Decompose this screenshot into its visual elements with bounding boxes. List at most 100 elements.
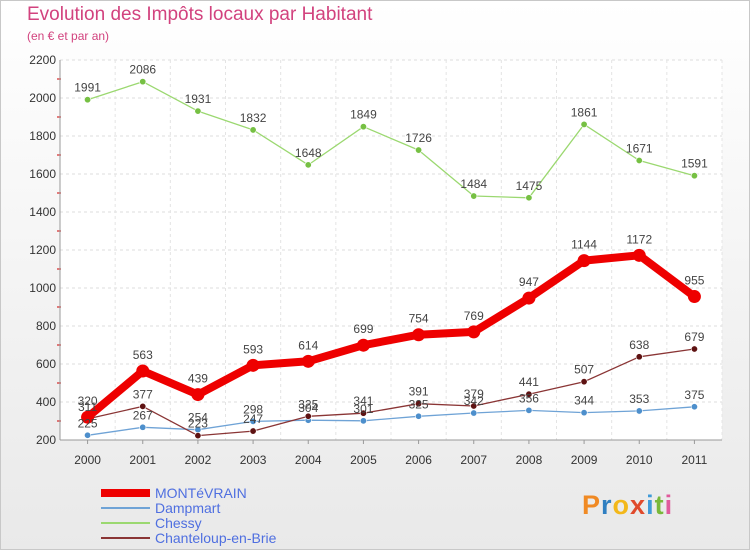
point-chessy-2009: [580, 120, 588, 128]
data-label-dampmart-2002: 254: [188, 411, 208, 425]
series-line-chanteloup-en-brie: [86, 348, 696, 437]
point-chessy-2006: [415, 146, 423, 154]
data-label-chessy-2005: 1849: [350, 108, 377, 122]
point-chessy-2011: [690, 172, 698, 180]
x-tick-label-2006: 2006: [405, 453, 432, 467]
point-chanteloup-en-brie-2003: [249, 427, 257, 435]
logo-letter: x: [630, 490, 647, 520]
data-label-chanteloup-en-brie-2003: 247: [243, 412, 263, 426]
data-label-chessy-2003: 1832: [240, 111, 267, 125]
legend-label-dampmart: Dampmart: [155, 500, 220, 516]
data-label-chanteloup-en-brie-2000: 311: [78, 400, 97, 414]
data-label-chanteloup-en-brie-2010: 638: [629, 338, 649, 352]
point-chanteloup-en-brie-2008: [525, 390, 533, 398]
data-label-chanteloup-en-brie-2011: 679: [684, 330, 704, 344]
y-tick-label-800: 800: [36, 319, 56, 333]
point-chanteloup-en-brie-2009: [580, 378, 588, 386]
point-chanteloup-en-brie-2001: [139, 402, 147, 410]
point-chanteloup-en-brie-2006: [415, 400, 423, 408]
point-mont-vrain-2002: [191, 388, 205, 402]
data-label-chessy-2007: 1484: [460, 177, 487, 191]
legend-label-mont-vrain: MONTéVRAIN: [155, 485, 247, 501]
data-label-dampmart-2003: 298: [243, 402, 263, 416]
data-label-chanteloup-en-brie-2001: 377: [133, 387, 153, 401]
point-chanteloup-en-brie-2002: [194, 432, 202, 440]
point-chanteloup-en-brie-2010: [635, 353, 643, 361]
logo-letter: r: [601, 490, 613, 520]
data-label-mont-vrain-2005: 699: [353, 322, 373, 336]
y-tick-label-2000: 2000: [29, 91, 56, 105]
point-mont-vrain-2000: [81, 410, 95, 424]
x-tick-label-2001: 2001: [129, 453, 156, 467]
chart-subtitle: (en € et par an): [27, 29, 110, 43]
x-tick-label-2007: 2007: [460, 453, 487, 467]
data-label-chessy-2004: 1648: [295, 146, 322, 160]
chart-title: Evolution des Impôts locaux par Habitant: [27, 4, 373, 25]
series-line-mont-vrain: [83, 251, 699, 422]
data-label-dampmart-2010: 353: [629, 392, 649, 406]
logo-letter: i: [664, 490, 674, 520]
point-mont-vrain-2003: [246, 358, 260, 372]
data-label-dampmart-2008: 356: [519, 391, 539, 405]
data-label-dampmart-2000: 225: [78, 416, 98, 430]
data-label-chanteloup-en-brie-2002: 223: [188, 417, 208, 431]
data-label-mont-vrain-2001: 563: [133, 348, 153, 362]
data-label-chanteloup-en-brie-2006: 391: [409, 385, 429, 399]
point-dampmart-2003: [249, 417, 257, 425]
x-tick-label-2008: 2008: [516, 453, 543, 467]
data-label-chessy-2002: 1931: [185, 92, 212, 106]
data-label-mont-vrain-2007: 769: [464, 309, 484, 323]
point-dampmart-2005: [359, 417, 367, 425]
point-chessy-2002: [194, 107, 202, 115]
point-mont-vrain-2005: [356, 338, 370, 352]
y-tick-label-1400: 1400: [29, 205, 56, 219]
data-label-mont-vrain-2009: 1144: [571, 238, 597, 252]
point-mont-vrain-2009: [577, 254, 591, 268]
data-label-mont-vrain-2011: 955: [684, 274, 704, 288]
point-mont-vrain-2006: [412, 328, 426, 342]
y-tick-label-1800: 1800: [29, 129, 56, 143]
legend-label-chanteloup-en-brie: Chanteloup-en-Brie: [155, 530, 277, 546]
data-label-mont-vrain-2000: 320: [78, 394, 98, 408]
point-dampmart-2001: [139, 423, 147, 431]
point-mont-vrain-2004: [301, 354, 315, 368]
data-label-chanteloup-en-brie-2007: 379: [464, 387, 484, 401]
y-tick-label-600: 600: [36, 357, 56, 371]
proxiti-logo: Proxiti: [582, 490, 673, 521]
point-chessy-2004: [304, 161, 312, 169]
data-label-chanteloup-en-brie-2004: 325: [298, 397, 318, 411]
data-label-dampmart-2005: 301: [353, 402, 373, 416]
y-tick-label-400: 400: [36, 395, 56, 409]
logo-letter: P: [582, 490, 602, 520]
data-label-mont-vrain-2006: 754: [409, 312, 429, 326]
data-label-chessy-2008: 1475: [516, 179, 543, 193]
y-tick-label-200: 200: [36, 433, 56, 447]
point-mont-vrain-2010: [632, 248, 646, 262]
x-tick-label-2004: 2004: [295, 453, 322, 467]
data-label-chessy-2010: 1671: [626, 142, 653, 156]
data-label-mont-vrain-2008: 947: [519, 275, 539, 289]
x-tick-label-2005: 2005: [350, 453, 377, 467]
point-chessy-2005: [359, 123, 367, 131]
x-tick-label-2010: 2010: [626, 453, 653, 467]
data-label-dampmart-2009: 344: [574, 394, 594, 408]
x-tick-label-2003: 2003: [240, 453, 267, 467]
axes: 200 400 600 800 1000 1200 1400 1600 1800 2000 2200…: [29, 53, 722, 467]
data-label-chessy-2001: 2086: [129, 63, 156, 77]
logo-letter: t: [654, 490, 665, 520]
x-tick-label-2009: 2009: [571, 453, 598, 467]
series-lines: [81, 78, 701, 440]
point-chanteloup-en-brie-2004: [304, 412, 312, 420]
point-chessy-2008: [525, 194, 533, 202]
point-dampmart-2011: [690, 403, 698, 411]
point-chessy-2000: [84, 96, 92, 104]
point-mont-vrain-2008: [522, 291, 536, 305]
point-dampmart-2008: [525, 406, 533, 414]
x-tick-label-2000: 2000: [74, 453, 101, 467]
series-line-chessy: [86, 81, 696, 199]
point-chessy-2003: [249, 126, 257, 134]
data-label-chanteloup-en-brie-2005: 341: [353, 394, 373, 408]
data-label-chessy-2006: 1726: [405, 131, 432, 145]
data-label-chanteloup-en-brie-2008: 441: [519, 375, 539, 389]
data-label-dampmart-2011: 375: [684, 388, 704, 402]
